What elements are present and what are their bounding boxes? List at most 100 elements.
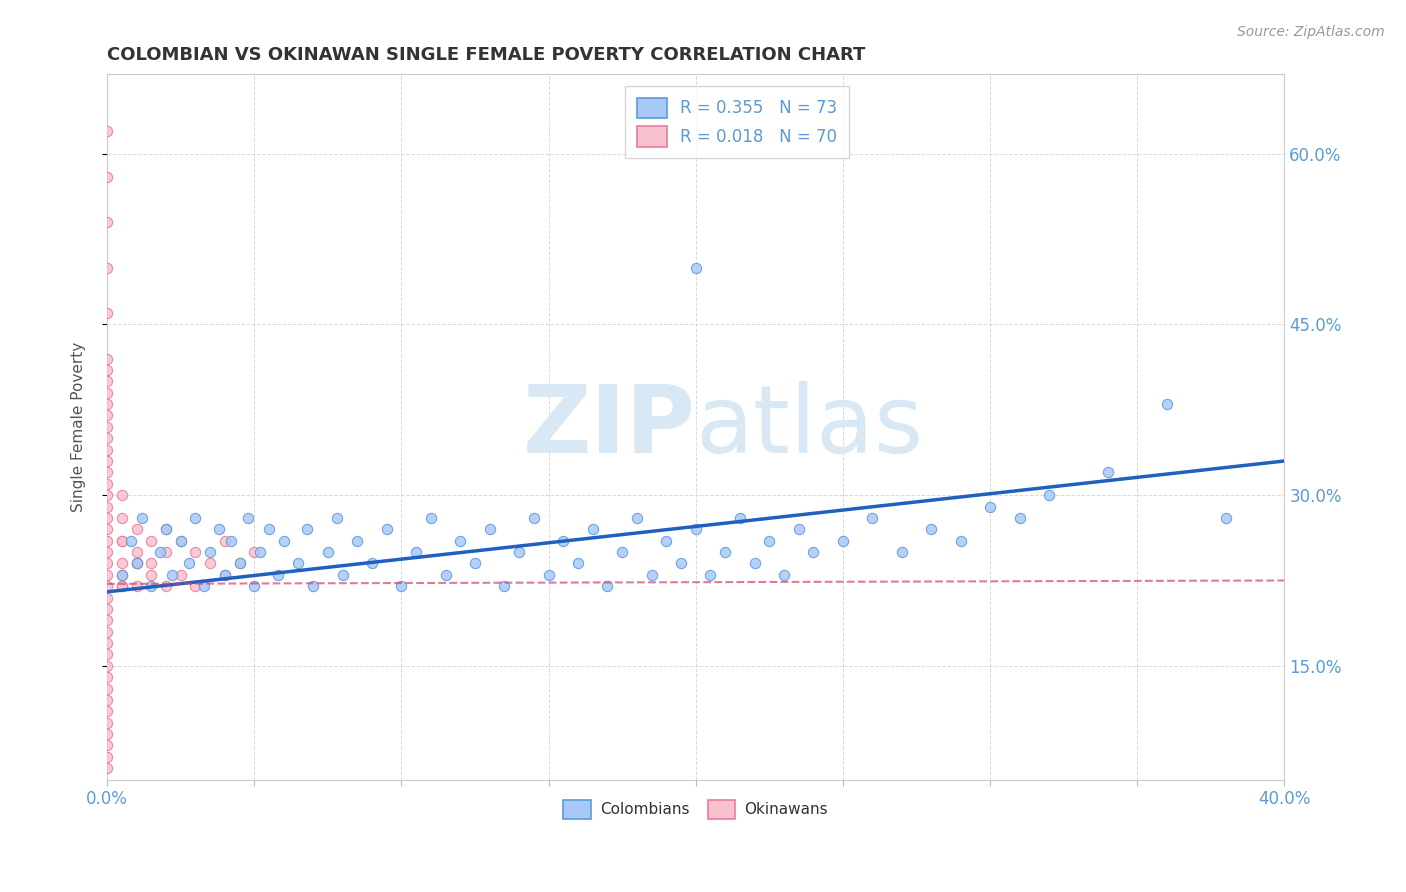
Point (169, 533, 191, 548)
Point (96, 466, 118, 480)
Point (111, 567, 134, 582)
Point (96, 648, 118, 662)
Point (96, 658, 118, 673)
Point (141, 557, 163, 571)
Point (419, 511, 441, 525)
Point (523, 511, 546, 525)
Point (1097, 466, 1119, 480)
Point (111, 511, 134, 525)
Point (125, 522, 148, 536)
Text: atlas: atlas (696, 381, 924, 473)
Text: ZIP: ZIP (523, 381, 696, 473)
Point (685, 522, 707, 536)
Point (612, 545, 634, 559)
Point (184, 579, 207, 593)
Point (96, 704, 118, 718)
Point (787, 522, 810, 536)
Point (184, 511, 207, 525)
Point (214, 567, 236, 582)
Point (125, 557, 148, 571)
Point (1156, 397, 1178, 411)
Point (141, 567, 163, 582)
Point (860, 511, 883, 525)
Point (111, 567, 134, 582)
Point (494, 579, 516, 593)
Point (198, 545, 221, 559)
Point (96, 420, 118, 434)
Point (96, 693, 118, 707)
Point (141, 579, 163, 593)
Point (96, 409, 118, 423)
Point (685, 260, 707, 275)
Point (96, 169, 118, 184)
Point (567, 557, 589, 571)
Point (273, 533, 295, 548)
Point (96, 511, 118, 525)
Point (125, 579, 148, 593)
Point (96, 613, 118, 627)
Point (287, 557, 309, 571)
Point (193, 579, 215, 593)
Point (96, 363, 118, 377)
Point (96, 727, 118, 741)
Point (96, 375, 118, 389)
Point (96, 306, 118, 320)
Point (169, 533, 191, 548)
Point (120, 533, 142, 548)
Point (1215, 511, 1237, 525)
Point (96, 431, 118, 445)
Point (214, 567, 236, 582)
Point (125, 557, 148, 571)
Point (1038, 488, 1060, 502)
Point (179, 557, 201, 571)
Point (508, 545, 530, 559)
Point (111, 533, 134, 548)
Point (979, 500, 1001, 514)
Point (131, 511, 153, 525)
Point (160, 567, 183, 582)
Point (96, 476, 118, 491)
Point (478, 522, 501, 536)
Point (669, 557, 692, 571)
Point (125, 557, 148, 571)
Point (325, 511, 347, 525)
Point (96, 636, 118, 650)
Point (249, 545, 271, 559)
Point (96, 454, 118, 468)
Point (155, 522, 177, 536)
Point (149, 545, 172, 559)
Point (111, 579, 134, 593)
Point (141, 533, 163, 548)
Point (699, 567, 721, 582)
Point (96, 124, 118, 138)
Point (96, 351, 118, 366)
Point (890, 545, 912, 559)
Point (332, 567, 354, 582)
Point (238, 511, 260, 525)
Point (96, 545, 118, 559)
Point (243, 579, 266, 593)
Point (596, 579, 619, 593)
Point (96, 385, 118, 400)
Point (640, 567, 662, 582)
Y-axis label: Single Female Poverty: Single Female Poverty (72, 342, 86, 512)
Point (803, 545, 825, 559)
Point (257, 522, 280, 536)
Point (96, 397, 118, 411)
Point (111, 533, 134, 548)
Point (96, 567, 118, 582)
Point (267, 567, 290, 582)
Point (361, 557, 384, 571)
Point (169, 567, 191, 582)
Point (744, 557, 766, 571)
Point (297, 522, 319, 536)
Point (111, 557, 134, 571)
Point (405, 545, 427, 559)
Point (96, 442, 118, 457)
Point (111, 579, 134, 593)
Point (155, 545, 177, 559)
Legend: Colombians, Okinawans: Colombians, Okinawans (557, 794, 834, 825)
Point (228, 557, 250, 571)
Point (949, 533, 972, 548)
Point (96, 488, 118, 502)
